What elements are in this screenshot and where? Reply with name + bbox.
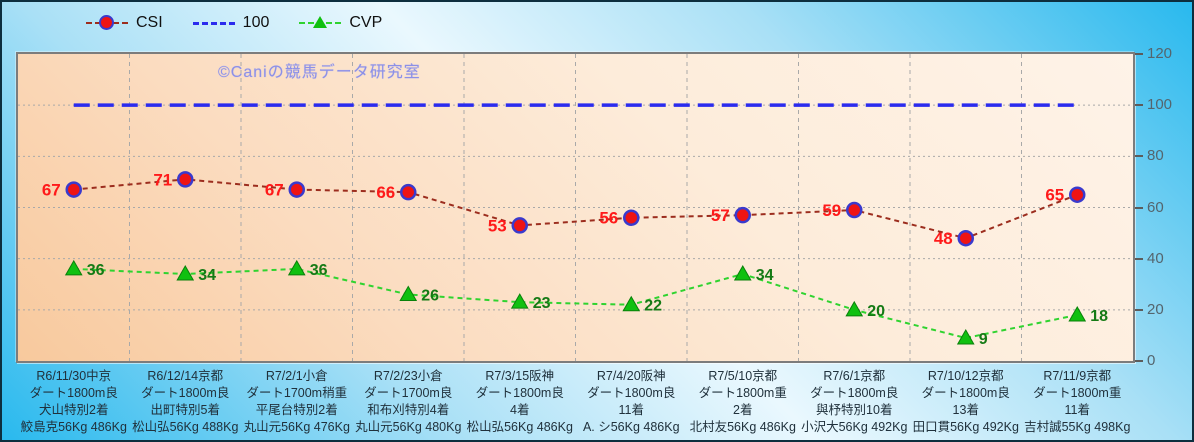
data-label-CSI: 53 [488,216,507,235]
chart-svg: 67 71 67 66 53 56 57 59 48 65 36 34 36 26 23 22 34 20 9 18 [18,54,1133,361]
legend-label-100: 100 [242,14,270,31]
data-label-CSI: 67 [42,181,61,200]
x-axis-category-label: R6/11/30中京 ダート1800m良 犬山特別2着 鮫島克56Kg 486K… [20,369,127,434]
data-label-CVP: 26 [421,287,439,304]
y-axis-label: 80 [1147,147,1164,165]
legend-label-cvp: CVP [349,14,383,31]
data-label-CVP: 23 [533,295,551,312]
legend-item-csi: CSI [86,14,163,32]
data-label-CVP: 20 [867,303,885,320]
y-axis-label: 40 [1147,249,1164,267]
y-axis-label: 20 [1147,300,1164,318]
data-point-CVP [287,259,306,276]
data-point-CVP [1068,305,1087,322]
data-point-CSI [846,201,863,219]
x-axis-category-label: R7/5/10京都 ダート1800m重 2着 北村友56Kg 486Kg [689,369,796,434]
y-axis-tick [1135,155,1143,158]
x-axis-category-label: R7/2/1小倉 ダート1700m稍重 平尾台特別2着 丸山元56Kg 476K… [243,369,350,434]
x-axis-category-label: R7/10/12京都 ダート1800m良 13着 田口貫56Kg 492Kg [912,369,1019,434]
data-label-CSI: 71 [153,170,172,189]
data-label-CSI: 65 [1045,186,1064,205]
x-axis-category-label: R7/6/1京都 ダート1800m良 與杼特別10着 小沢大56Kg 492Kg [801,369,908,434]
plot-area: 67 71 67 66 53 56 57 59 48 65 36 34 36 26 23 22 34 20 9 18 [16,52,1135,363]
legend-label-csi: CSI [136,14,163,31]
data-point-CSI [177,171,194,188]
data-label-CSI: 59 [822,201,841,220]
data-label-CVP: 36 [87,262,105,279]
csi-line-marker-icon [86,15,128,31]
data-point-CSI [1069,186,1086,203]
data-label-CSI: 67 [265,181,284,200]
y-axis-tick [1135,104,1143,107]
data-point-CSI [734,206,751,224]
y-axis-label: 0 [1147,352,1156,369]
data-point-CVP [845,300,864,317]
data-label-CVP: 34 [198,267,216,284]
y-axis-tick [1135,360,1143,362]
x-axis-category-label: R7/4/20阪神 ダート1800m良 11着 A. シ56Kg 486Kg [582,369,680,434]
data-point-CVP [176,265,195,281]
legend-item-cvp: CVP [299,14,382,32]
x-axis-category-label: R7/11/9京都 ダート1800m重 11着 吉村誠55Kg 498Kg [1024,369,1131,434]
x-axis-category-label: R6/12/14京都 ダート1800m良 出町特別5着 松山弘56Kg 488K… [132,369,239,434]
reference-line-icon [192,15,235,31]
data-point-CSI [957,229,974,247]
data-label-CVP: 34 [756,267,774,284]
y-axis-label: 120 [1147,45,1173,62]
data-point-CSI [511,217,528,234]
y-axis-tick [1135,257,1143,260]
data-point-CVP [733,265,752,281]
data-label-CSI: 57 [711,206,730,225]
data-point-CSI [623,209,640,226]
data-label-CVP: 9 [979,331,988,348]
data-point-CVP [64,259,83,276]
cvp-line-marker-icon [299,15,342,31]
legend-item-100: 100 [192,14,270,32]
y-axis-tick [1135,308,1143,311]
data-label-CVP: 18 [1090,308,1108,325]
data-label-CVP: 36 [310,262,328,279]
data-point-CSI [400,183,417,201]
data-label-CSI: 66 [376,183,395,202]
y-axis-tick [1135,206,1143,209]
x-axis-category-label: R7/2/23小倉 ダート1700m良 和布刈特別4着 丸山元56Kg 480K… [355,369,462,434]
series-line-CVP [73,267,1078,340]
y-axis-tick [1135,53,1143,55]
x-axis-category-label: R7/3/15阪神 ダート1800m良 4着 松山弘56Kg 486Kg [466,369,573,434]
data-label-CSI: 48 [934,229,953,248]
y-axis-label: 60 [1147,198,1164,216]
data-label-CSI: 56 [599,209,618,228]
data-point-CSI [65,181,82,198]
watermark-text: ©Caniの競馬データ研究室 [218,64,421,81]
chart-legend: CSI 100 CVP [86,10,382,36]
data-label-CVP: 22 [644,298,662,315]
y-axis-label: 100 [1147,96,1173,114]
data-point-CSI [288,181,305,198]
data-point-CVP [622,295,641,312]
series-line-CSI [73,178,1078,240]
data-point-CVP [510,293,529,309]
data-point-CVP [399,285,418,301]
data-point-CVP [956,328,975,345]
